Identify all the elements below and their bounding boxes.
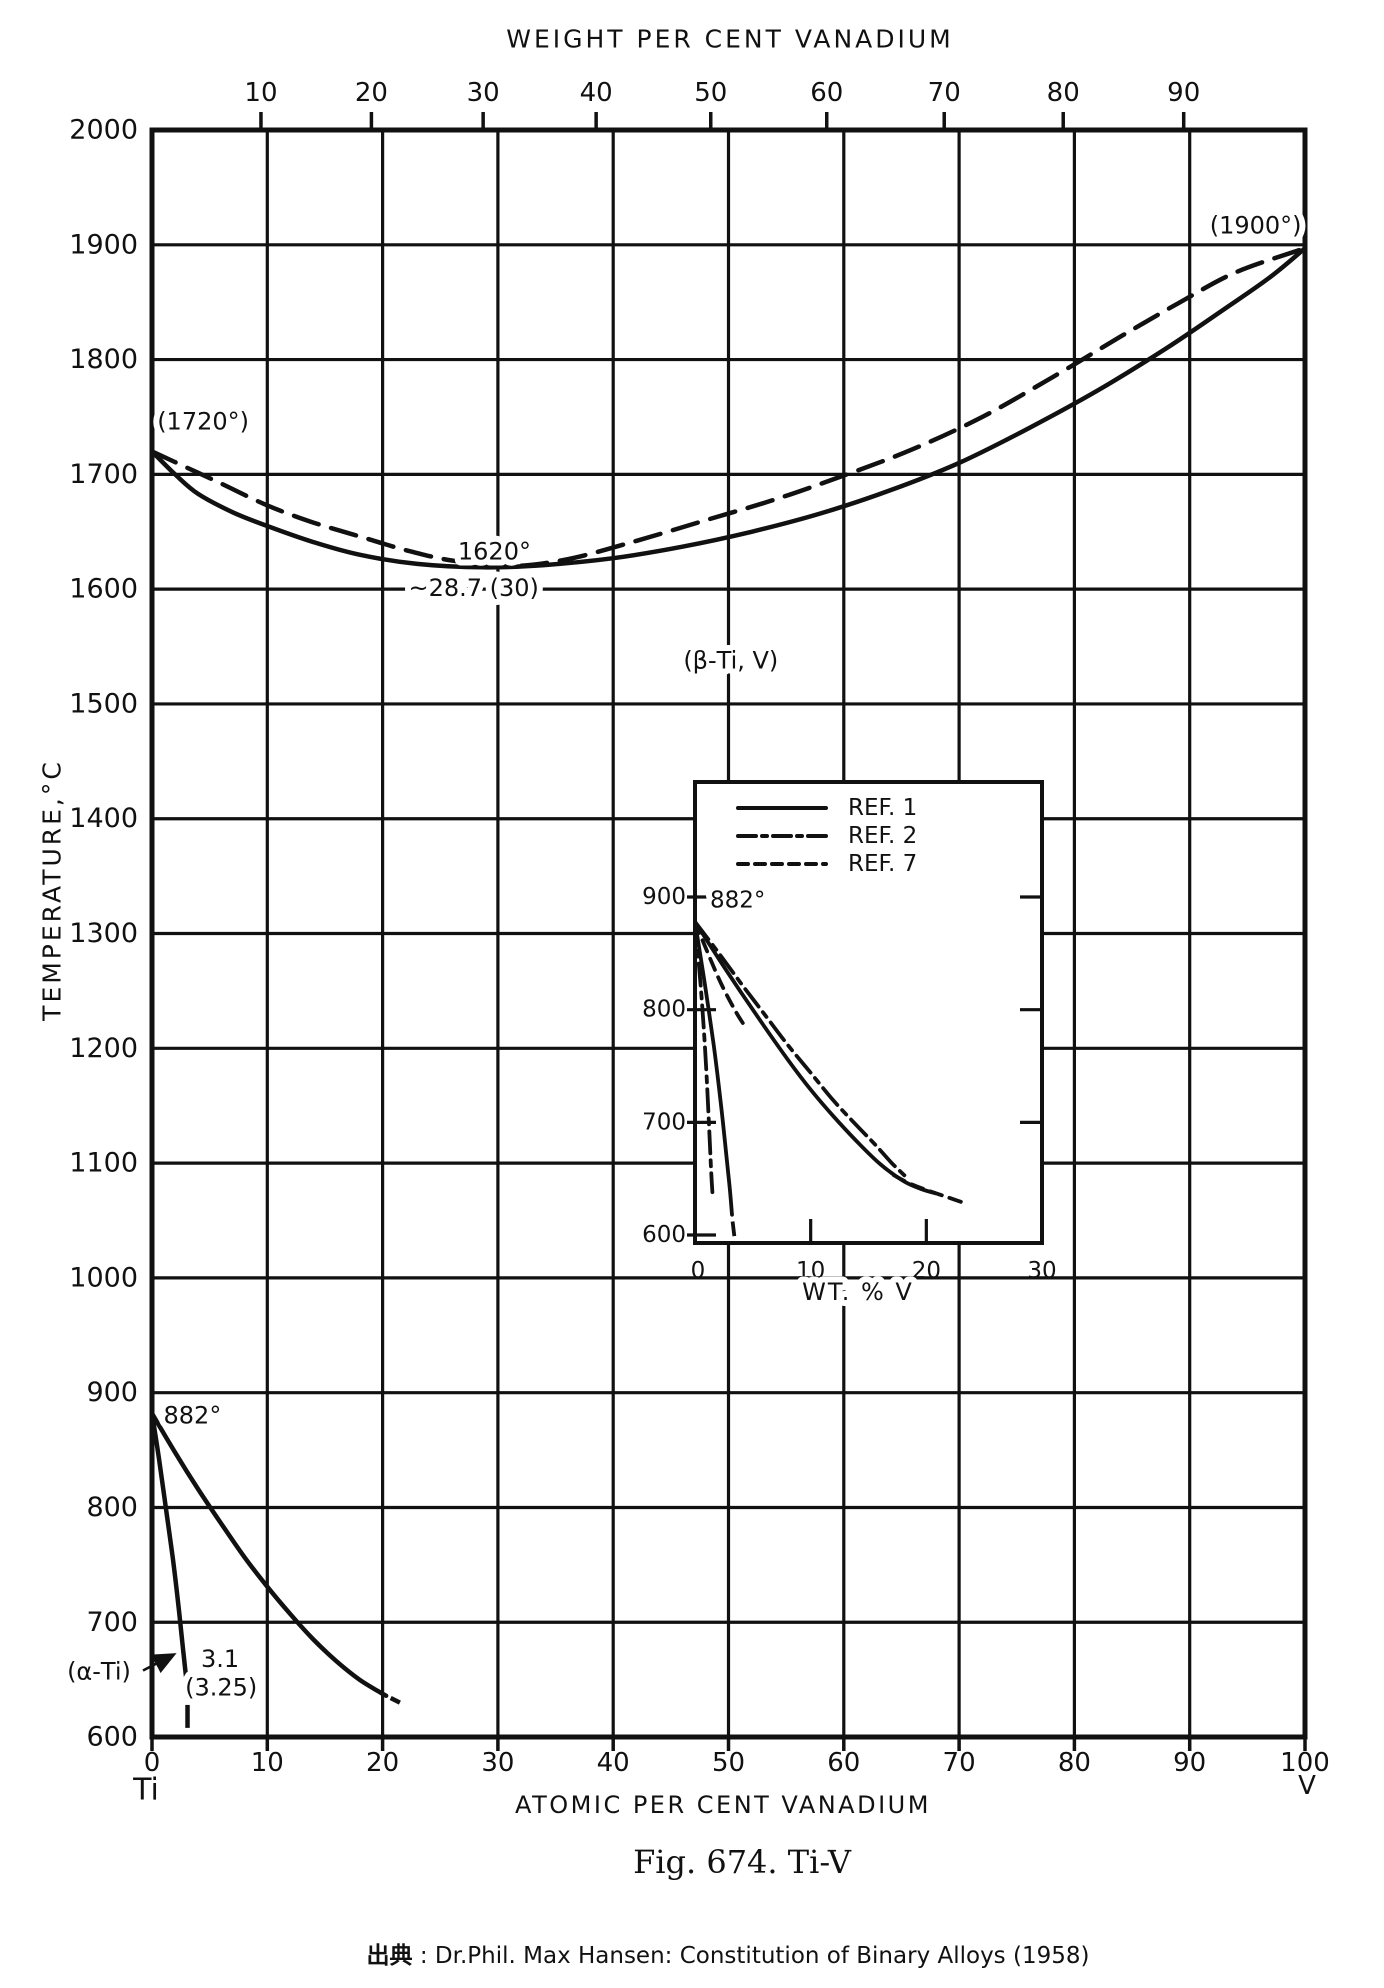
svg-text:1500: 1500 [69,688,138,719]
svg-text:60: 60 [827,1748,860,1778]
svg-text:40: 40 [580,78,613,108]
svg-text:ATOMIC PER CENT VANADIUM: ATOMIC PER CENT VANADIUM [515,1791,931,1819]
svg-text:1900: 1900 [69,229,138,260]
svg-text:3.1: 3.1 [201,1645,239,1673]
svg-text:10: 10 [251,1748,284,1778]
svg-text:1200: 1200 [69,1033,138,1064]
svg-text:(1900°): (1900°) [1210,211,1302,239]
svg-text:1800: 1800 [69,344,138,375]
svg-text:1620°: 1620° [458,537,531,565]
svg-text:REF. 7: REF. 7 [848,851,917,877]
svg-text:900: 900 [86,1377,138,1408]
svg-text:30: 30 [467,78,500,108]
svg-text:800: 800 [86,1492,138,1523]
svg-text:50: 50 [694,78,727,108]
svg-text:(1720°): (1720°) [157,408,249,436]
svg-text:90: 90 [1167,78,1200,108]
svg-text:0: 0 [691,1258,706,1284]
svg-text:70: 70 [928,78,961,108]
source-note: 出典 : Dr.Phil. Max Hansen: Constitution o… [367,1936,1090,1970]
svg-text:900: 900 [642,884,686,910]
svg-text:2000: 2000 [69,115,138,146]
svg-text:Ti: Ti [132,1773,159,1808]
svg-text:(α-Ti): (α-Ti) [67,1658,131,1686]
svg-text:1600: 1600 [69,574,138,605]
svg-text:30: 30 [1027,1258,1056,1284]
svg-text:WT. % V: WT. % V [802,1278,914,1306]
svg-text:V: V [1298,1771,1316,1801]
svg-text:REF. 2: REF. 2 [848,823,917,849]
svg-text:700: 700 [642,1109,686,1135]
svg-text:20: 20 [912,1258,941,1284]
svg-text:(3.25): (3.25) [185,1674,257,1702]
svg-text:80: 80 [1047,78,1080,108]
svg-text:50: 50 [712,1748,745,1778]
svg-text:700: 700 [86,1607,138,1638]
svg-text:1400: 1400 [69,803,138,834]
figure-caption: Fig. 674. Ti-V [633,1843,851,1881]
svg-text:80: 80 [1058,1748,1091,1778]
svg-text:1700: 1700 [69,459,138,490]
svg-text:1000: 1000 [69,1262,138,1293]
source-label: 出典 [366,1943,413,1969]
svg-text:20: 20 [355,78,388,108]
svg-text:60: 60 [810,78,843,108]
svg-text:600: 600 [86,1722,138,1753]
svg-text:100: 100 [1280,1748,1330,1778]
svg-text:882°: 882° [164,1402,222,1430]
svg-text:TEMPERATURE,°C: TEMPERATURE,°C [38,759,67,1022]
source-text: : Dr.Phil. Max Hansen: Constitution of B… [412,1943,1090,1969]
svg-text:1100: 1100 [69,1148,138,1179]
svg-text:90: 90 [1173,1748,1206,1778]
svg-text:10: 10 [244,78,277,108]
svg-text:800: 800 [642,997,686,1023]
svg-text:70: 70 [943,1748,976,1778]
svg-text:10: 10 [796,1258,825,1284]
svg-text:40: 40 [597,1748,630,1778]
svg-text:0: 0 [144,1748,161,1778]
svg-text:1300: 1300 [69,918,138,949]
svg-text:600: 600 [642,1222,686,1248]
svg-text:20: 20 [366,1748,399,1778]
svg-text:~28.7 (30): ~28.7 (30) [408,574,538,602]
svg-text:882°: 882° [710,887,765,913]
svg-text:30: 30 [481,1748,514,1778]
svg-text:REF. 1: REF. 1 [848,795,917,821]
svg-text:(β-Ti, V): (β-Ti, V) [683,646,778,674]
svg-text:WEIGHT PER CENT VANADIUM: WEIGHT PER CENT VANADIUM [506,25,954,54]
